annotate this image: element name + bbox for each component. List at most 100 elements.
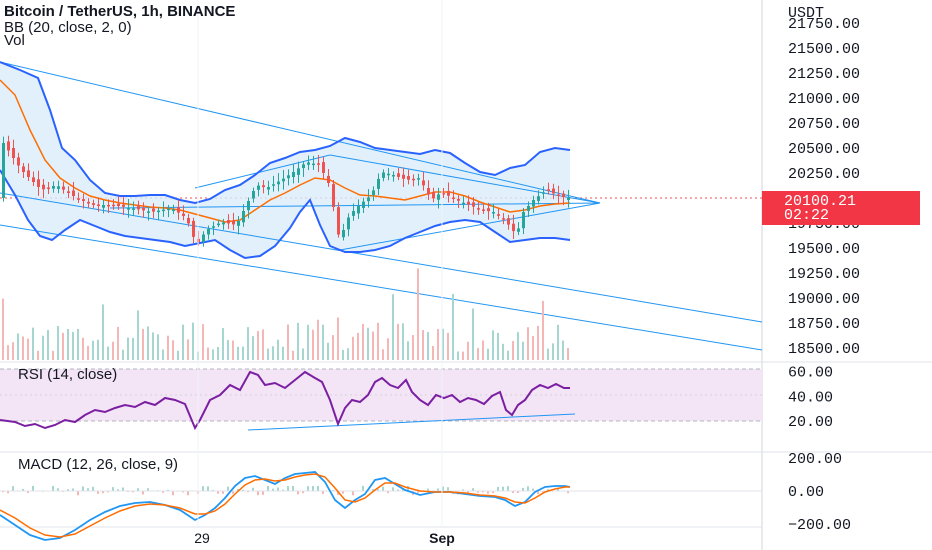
trendline-lower [0, 224, 763, 351]
candle [222, 218, 225, 230]
rsi-tick-label: 20.00 [788, 414, 833, 431]
volume-bar [422, 330, 424, 360]
macd-hist-bar [427, 488, 429, 491]
macd-hist-bar [502, 486, 504, 491]
volume-bar [37, 350, 39, 360]
candle [192, 217, 195, 244]
volume-bar [57, 326, 59, 360]
candle [142, 202, 145, 218]
candle [182, 205, 185, 221]
macd-hist-bar [337, 491, 339, 495]
candle [467, 195, 470, 212]
volume-bar [427, 332, 429, 360]
price-tick-label: 21250.00 [788, 66, 860, 83]
candle [172, 204, 175, 215]
macd-hist-bar [32, 485, 34, 491]
candle [452, 190, 455, 204]
bollinger-bands [0, 61, 571, 260]
price-tick-label: 20250.00 [788, 166, 860, 183]
macd-hist-bar [532, 488, 534, 491]
volume-bar [387, 338, 389, 360]
candle [62, 181, 65, 194]
macd-hist-bar [82, 486, 84, 491]
volume-bar [122, 349, 124, 360]
macd-hist-bar [217, 491, 219, 494]
macd-hist-bar [362, 485, 364, 491]
volume-bar [367, 327, 369, 360]
candle [537, 190, 540, 205]
macd-hist-bar [222, 491, 224, 494]
volume-bar [237, 346, 239, 360]
candle [512, 214, 515, 239]
volume-bar [502, 343, 504, 360]
candle [22, 162, 25, 178]
volume-bar [457, 351, 459, 360]
candle [302, 160, 305, 177]
macd-hist-bar [467, 491, 469, 494]
volume-bar [532, 336, 534, 360]
volume-bar [212, 349, 214, 360]
macd-hist-bar [382, 486, 384, 491]
candle [482, 204, 485, 214]
macd-hist-bar [172, 491, 174, 496]
volume-bar [267, 348, 269, 360]
rsi-indicator-label[interactable]: RSI (14, close) [18, 366, 118, 383]
volume-bar [272, 346, 274, 360]
volume-bar [467, 341, 469, 360]
macd-hist-bar [372, 489, 374, 491]
volume-bar [517, 332, 519, 360]
volume-bar [522, 341, 524, 360]
volume-bar [47, 329, 49, 360]
macd-hist-bar [287, 486, 289, 491]
candle [547, 182, 550, 195]
volume-bar [257, 331, 259, 360]
time-axis[interactable]: 29 Sep [194, 0, 455, 546]
candle [557, 185, 560, 204]
volume-bar [397, 323, 399, 360]
macd-hist-bar [27, 491, 29, 493]
bb-indicator-label[interactable]: BB (20, close, 2, 0) [4, 19, 132, 36]
volume-bar [82, 337, 84, 360]
volume-bar [512, 341, 514, 360]
volume-bar [42, 335, 44, 360]
candle [307, 155, 310, 171]
volume-bar [242, 346, 244, 360]
candle [262, 179, 265, 194]
macd-hist-bar [497, 486, 499, 491]
macd-hist-bar [102, 491, 104, 494]
volume-bar [557, 324, 559, 360]
candle [292, 163, 295, 184]
candle [422, 171, 425, 191]
candle [162, 201, 165, 217]
volume-bar [382, 349, 384, 360]
volume-bar [417, 268, 419, 360]
volume-bar [17, 333, 19, 360]
macd-indicator-label[interactable]: MACD (12, 26, close, 9) [18, 456, 179, 473]
macd-hist-bar [137, 488, 139, 491]
volume-bar [347, 348, 349, 360]
volume-bar [52, 350, 54, 360]
price-tick-label: 18500.00 [788, 341, 860, 358]
volume-bar [177, 350, 179, 360]
volume-bar [357, 332, 359, 360]
volume-indicator-label[interactable]: Vol [4, 32, 25, 49]
candle [37, 170, 40, 196]
candle [397, 167, 400, 181]
macd-hist-bar [447, 487, 449, 491]
volume-bar [287, 324, 289, 360]
volume-bar [392, 294, 394, 360]
volume-bar [72, 331, 74, 360]
macd-hist-bar [87, 488, 89, 491]
volume-bar [22, 336, 24, 360]
candle [327, 168, 330, 187]
macd-tick-label: −200.00 [788, 517, 851, 534]
volume-bar [127, 337, 129, 360]
volume-bar [252, 336, 254, 360]
candle [522, 208, 525, 235]
candle [147, 206, 150, 221]
volume-bar [2, 298, 4, 360]
price-tick-label: 21750.00 [788, 16, 860, 33]
